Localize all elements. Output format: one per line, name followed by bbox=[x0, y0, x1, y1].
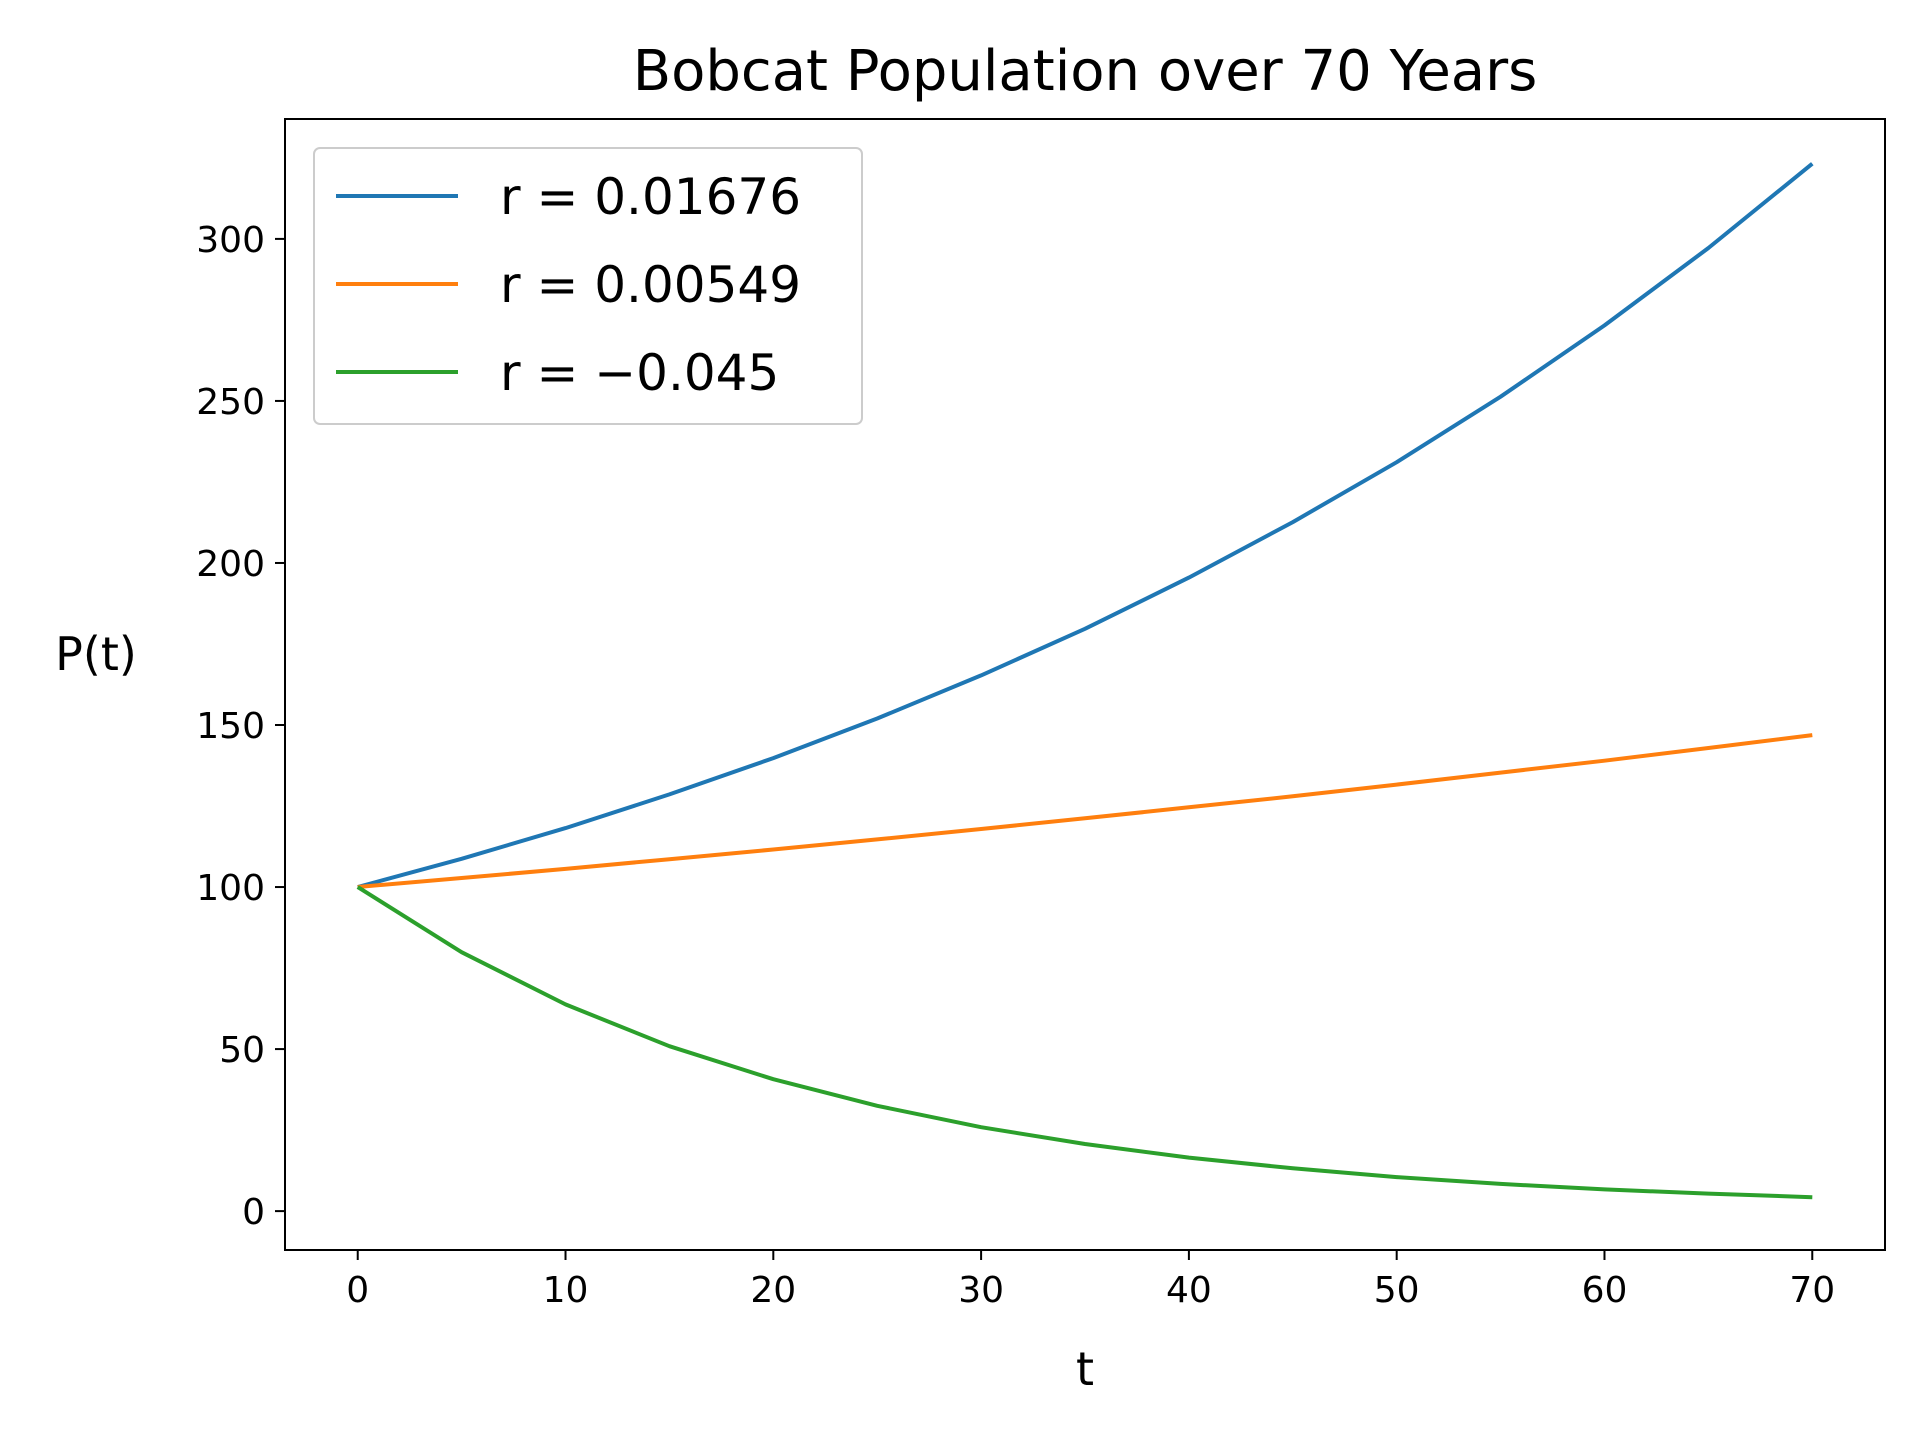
y-tick-label: 0 bbox=[242, 1192, 265, 1233]
series-line-3 bbox=[356, 885, 1813, 1200]
x-tick-label: 30 bbox=[958, 1270, 1004, 1311]
y-axis-label: P(t) bbox=[55, 627, 137, 681]
legend-box bbox=[313, 147, 863, 425]
y-tick-label: 150 bbox=[196, 706, 265, 747]
x-tick-label: 10 bbox=[543, 1270, 589, 1311]
y-tick-label: 50 bbox=[219, 1030, 265, 1071]
series-layer bbox=[356, 162, 1814, 1200]
series-line-1 bbox=[357, 162, 1814, 889]
legend-label-3: r = −0.045 bbox=[500, 344, 779, 402]
x-tick-label: 0 bbox=[346, 1270, 369, 1311]
y-tick-label: 200 bbox=[196, 544, 265, 585]
x-tick-label: 50 bbox=[1374, 1270, 1420, 1311]
x-tick-label: 20 bbox=[750, 1270, 796, 1311]
y-tick-label: 250 bbox=[196, 382, 265, 423]
y-tick-label: 100 bbox=[196, 868, 265, 909]
ticks-layer: 0 10 20 30 40 50 60 70 0 50 100 150 200 250 300 bbox=[196, 220, 1835, 1311]
legend: r = 0.01676 r = 0.00549 r = −0.045 bbox=[313, 147, 863, 425]
x-axis-label: t bbox=[1076, 1342, 1094, 1396]
x-tick-label: 70 bbox=[1789, 1270, 1835, 1311]
legend-label-1: r = 0.01676 bbox=[500, 168, 801, 226]
y-tick-label: 300 bbox=[196, 220, 265, 261]
x-tick-label: 40 bbox=[1166, 1270, 1212, 1311]
series-line-2 bbox=[357, 733, 1813, 889]
x-tick-label: 60 bbox=[1582, 1270, 1628, 1311]
plot-frame bbox=[284, 118, 1886, 1251]
chart-title: Bobcat Population over 70 Years bbox=[633, 39, 1538, 104]
legend-label-2: r = 0.00549 bbox=[500, 256, 801, 314]
